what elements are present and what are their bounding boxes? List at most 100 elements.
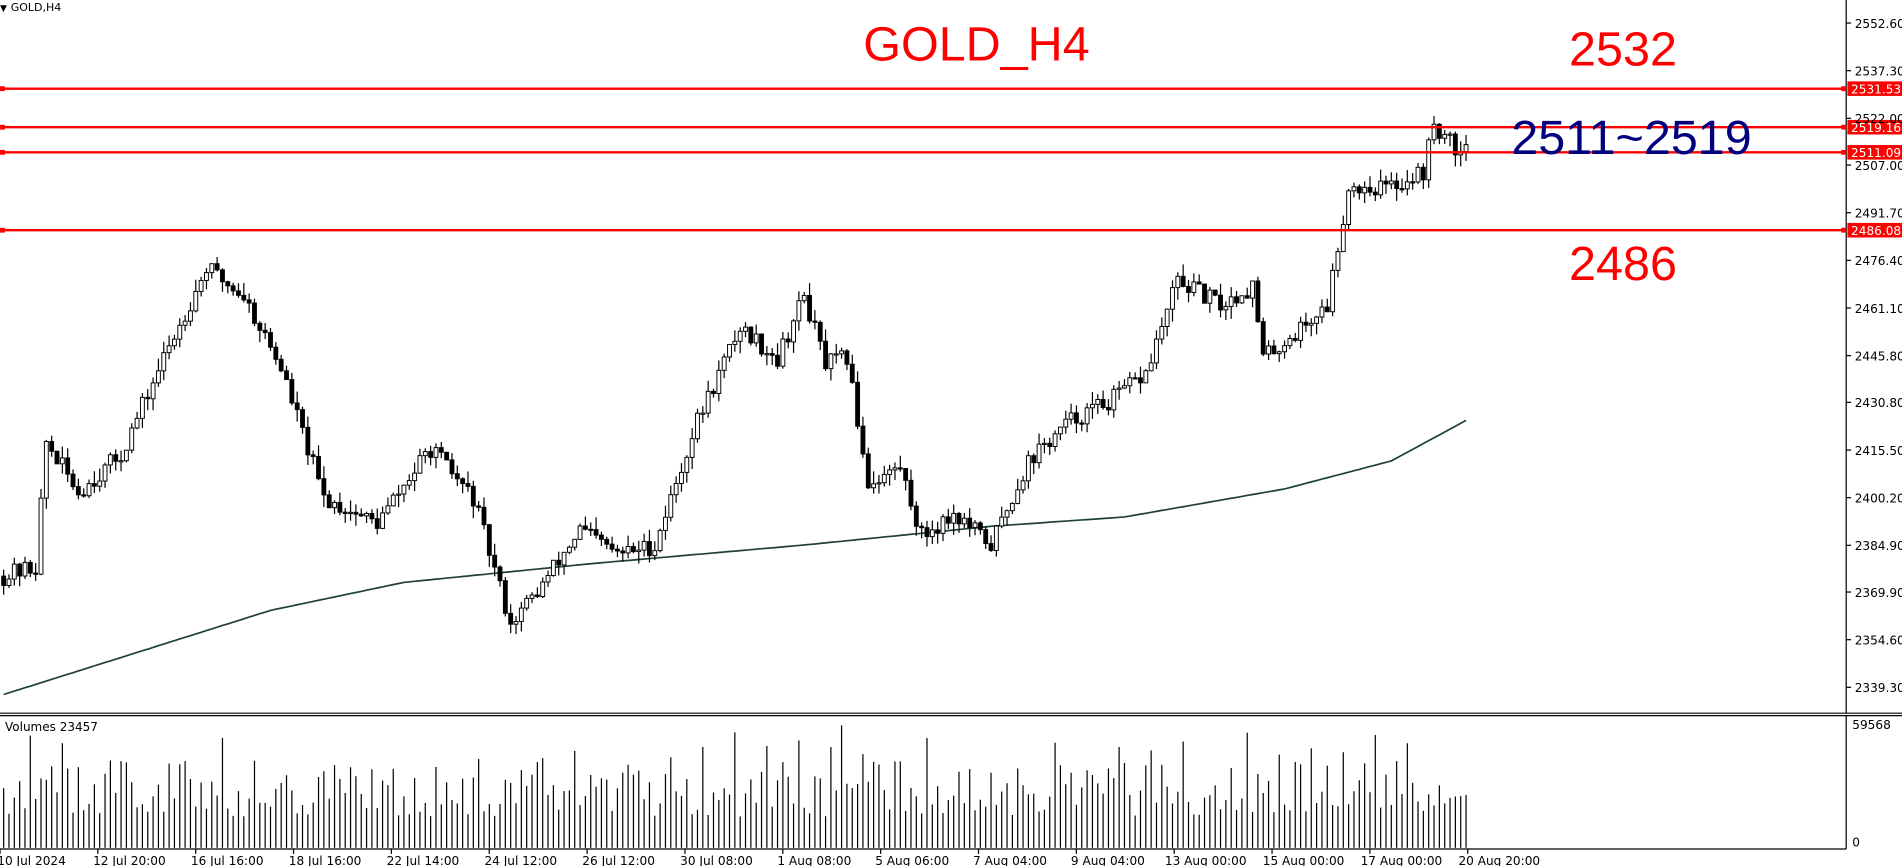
candle	[1057, 426, 1063, 441]
level-handle-right[interactable]	[1841, 124, 1847, 130]
candle	[887, 464, 893, 486]
candle-body	[289, 379, 295, 404]
candle	[1255, 276, 1261, 323]
candle	[497, 565, 503, 587]
candle-body	[342, 511, 348, 515]
candle-body	[876, 482, 882, 485]
time-tick-label: 24 Jul 12:00	[484, 854, 557, 866]
candle	[49, 435, 55, 457]
candle-body	[1415, 166, 1421, 183]
candle	[332, 500, 337, 514]
candle	[668, 485, 674, 522]
level-handle-left[interactable]	[0, 124, 5, 130]
candle	[534, 587, 540, 599]
symbol-dropdown-icon[interactable]: ▼	[0, 4, 7, 14]
candle-body	[486, 524, 492, 556]
level-price-tag-text: 2486.08	[1851, 224, 1901, 238]
candle	[1207, 287, 1213, 313]
candle	[486, 523, 492, 567]
candle	[1431, 116, 1437, 145]
candle	[305, 416, 311, 466]
candle-body	[887, 469, 893, 475]
candle-body	[695, 412, 700, 440]
candle-body	[113, 454, 119, 462]
level-handle-right[interactable]	[1841, 86, 1847, 92]
candle	[75, 478, 81, 500]
candle-body	[636, 549, 642, 553]
symbol-timeframe-text: GOLD,H4	[10, 1, 62, 14]
candle-body	[1378, 180, 1384, 196]
candle	[828, 352, 834, 381]
candle-body	[684, 456, 690, 473]
candle-body	[972, 522, 978, 529]
candle	[348, 500, 353, 521]
candle	[647, 529, 652, 563]
candle-body	[582, 525, 588, 530]
candle	[1330, 263, 1336, 317]
candle-body	[1324, 306, 1330, 313]
chart-title-annotation: GOLD_H4	[863, 18, 1089, 72]
candle	[1218, 283, 1223, 318]
candle-body	[310, 454, 316, 458]
candle	[182, 315, 188, 331]
candle-body	[1420, 166, 1426, 181]
candle-body	[620, 550, 626, 554]
level-handle-right[interactable]	[1841, 149, 1847, 155]
candle-body	[33, 572, 39, 575]
candle-body	[81, 494, 87, 497]
candle	[759, 333, 764, 357]
candle	[999, 506, 1005, 529]
candle-body	[1298, 321, 1304, 341]
time-tick-label: 9 Aug 04:00	[1071, 854, 1145, 866]
candle	[358, 508, 364, 517]
candle	[1346, 188, 1352, 231]
candle-body	[631, 546, 636, 553]
candle-body	[1, 575, 7, 586]
candle-body	[300, 409, 305, 428]
candle	[145, 389, 151, 411]
candle-body	[214, 263, 220, 271]
candle	[374, 508, 380, 535]
symbol-label: ▼ GOLD,H4	[0, 0, 61, 14]
candle	[230, 282, 236, 296]
candle	[609, 536, 615, 553]
candle-body	[908, 479, 914, 507]
level-handle-left[interactable]	[0, 86, 5, 92]
level-handle-right[interactable]	[1841, 227, 1847, 233]
candle	[396, 484, 402, 508]
candle-body	[892, 467, 898, 471]
candle-body	[1143, 370, 1149, 384]
candle-body	[716, 369, 722, 395]
candle-body	[1308, 322, 1314, 326]
level-handle-left[interactable]	[0, 149, 5, 155]
candle-body	[17, 563, 23, 577]
candle	[289, 372, 295, 406]
candle	[1319, 299, 1325, 324]
candle	[1175, 272, 1181, 300]
candle-body	[801, 295, 807, 302]
candle-body	[470, 485, 476, 507]
candle-body	[460, 478, 466, 485]
candle	[433, 443, 439, 469]
candle-body	[177, 324, 183, 340]
candle-body	[780, 338, 786, 367]
candle-body	[358, 513, 364, 517]
candle	[823, 329, 829, 371]
candle	[1324, 298, 1330, 313]
candle-body	[1452, 133, 1458, 156]
candle	[855, 371, 861, 430]
level-handle-left[interactable]	[0, 227, 5, 233]
candle-body	[839, 350, 845, 355]
candle	[700, 406, 706, 423]
candle	[812, 310, 818, 330]
candle	[1250, 280, 1255, 308]
candle	[6, 574, 12, 588]
candle	[294, 391, 300, 422]
candle	[732, 330, 738, 352]
candle-body	[572, 538, 578, 548]
volume-bars-layer	[3, 725, 1467, 848]
candle-body	[252, 302, 257, 324]
candle	[337, 492, 343, 516]
candle	[150, 377, 156, 411]
candle-body	[246, 299, 252, 304]
